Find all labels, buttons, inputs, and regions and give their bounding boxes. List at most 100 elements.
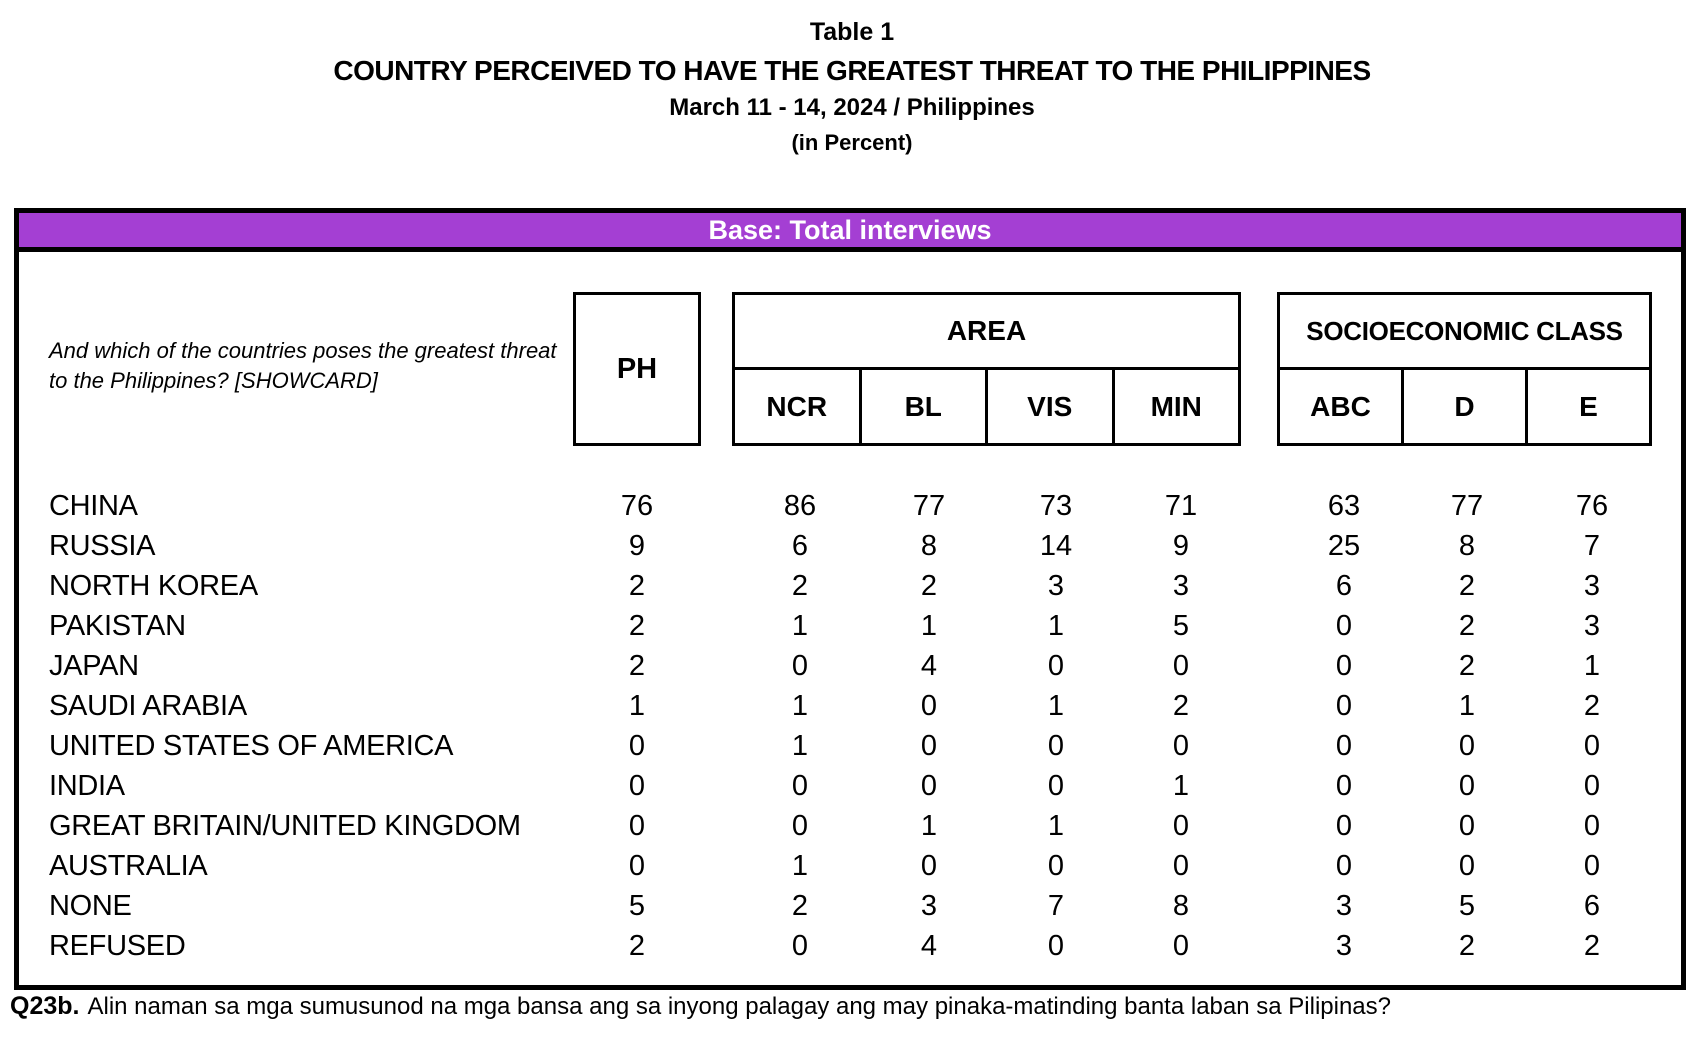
column-header-min: MIN [1111, 370, 1239, 443]
row-label: RUSSIA [49, 530, 156, 562]
row-label: AUSTRALIA [49, 850, 208, 882]
column-group-socioeconomic-class: SOCIOECONOMIC CLASS ABC D E [1277, 292, 1652, 446]
row-value: 6 [1583, 890, 1601, 922]
table-row: NORTH KOREA 2 2 2 3 3 6 2 3 [19, 566, 1681, 606]
footnote-question-number: Q23b. [10, 992, 80, 1020]
row-value: 0 [1172, 810, 1190, 842]
row-value: 0 [1335, 770, 1353, 802]
row-value: 0 [791, 930, 809, 962]
row-value: 0 [1458, 810, 1476, 842]
row-value: 3 [1335, 890, 1353, 922]
column-header-abc: ABC [1310, 390, 1371, 422]
row-value: 2 [628, 650, 646, 682]
row-value: 2 [628, 930, 646, 962]
row-value: 8 [920, 530, 938, 562]
row-value: 0 [920, 770, 938, 802]
table-row: RUSSIA 9 6 8 14 9 25 8 7 [19, 526, 1681, 566]
row-value: 1 [628, 690, 646, 722]
row-value: 0 [1335, 810, 1353, 842]
row-value: 0 [628, 850, 646, 882]
row-value: 3 [1583, 610, 1601, 642]
row-value: 73 [1039, 490, 1073, 522]
row-value: 1 [920, 610, 938, 642]
table-row: REFUSED 2 0 4 0 0 3 2 2 [19, 926, 1681, 966]
row-value: 1 [920, 810, 938, 842]
row-value: 0 [1583, 730, 1601, 762]
row-value: 3 [1047, 570, 1065, 602]
row-value: 0 [1335, 850, 1353, 882]
row-value: 0 [1583, 850, 1601, 882]
row-value: 0 [1047, 650, 1065, 682]
row-value: 1 [791, 690, 809, 722]
base-bar-label: Base: Total interviews [708, 214, 992, 245]
row-value: 0 [791, 650, 809, 682]
row-value: 3 [1172, 570, 1190, 602]
table-unit-note: (in Percent) [791, 130, 913, 155]
row-value: 0 [1047, 770, 1065, 802]
row-value: 0 [628, 730, 646, 762]
row-value: 8 [1172, 890, 1190, 922]
row-label: INDIA [49, 770, 125, 802]
row-label: CHINA [49, 490, 138, 522]
row-label: PAKISTAN [49, 610, 186, 642]
row-value: 0 [1583, 770, 1601, 802]
row-value: 8 [1458, 530, 1476, 562]
table-row: AUSTRALIA 0 1 0 0 0 0 0 0 [19, 846, 1681, 886]
row-value: 2 [1458, 610, 1476, 642]
row-value: 0 [1583, 810, 1601, 842]
column-group-area: AREA NCR BL VIS MIN [732, 292, 1241, 446]
row-value: 0 [1458, 770, 1476, 802]
row-value: 2 [1458, 570, 1476, 602]
row-value: 0 [920, 730, 938, 762]
row-value: 76 [1575, 490, 1609, 522]
row-label: NORTH KOREA [49, 570, 258, 602]
row-value: 5 [1172, 610, 1190, 642]
row-value: 3 [1335, 930, 1353, 962]
row-value: 14 [1039, 530, 1073, 562]
area-subheaders: NCR BL VIS MIN [735, 370, 1238, 443]
table-number: Table 1 [809, 18, 895, 46]
row-value: 86 [783, 490, 817, 522]
row-value: 1 [791, 610, 809, 642]
survey-table: Base: Total interviews And which of the … [14, 208, 1686, 990]
row-value: 0 [1047, 730, 1065, 762]
row-value: 0 [628, 810, 646, 842]
row-value: 2 [791, 890, 809, 922]
row-value: 1 [1172, 770, 1190, 802]
row-value: 0 [791, 810, 809, 842]
row-value: 0 [1335, 650, 1353, 682]
row-value: 0 [1335, 690, 1353, 722]
row-value: 0 [1172, 930, 1190, 962]
row-value: 0 [1047, 930, 1065, 962]
row-label: GREAT BRITAIN/UNITED KINGDOM [49, 810, 521, 842]
row-value: 7 [1047, 890, 1065, 922]
row-value: 0 [1335, 610, 1353, 642]
base-bar: Base: Total interviews [19, 213, 1681, 252]
row-value: 1 [791, 850, 809, 882]
row-value: 71 [1164, 490, 1198, 522]
question-line-2: to the Philippines? [SHOWCARD] [49, 368, 378, 393]
row-value: 1 [1047, 610, 1065, 642]
row-value: 2 [920, 570, 938, 602]
row-value: 0 [1458, 850, 1476, 882]
row-value: 0 [920, 690, 938, 722]
row-value: 2 [628, 570, 646, 602]
table-row: SAUDI ARABIA 1 1 0 1 2 0 1 2 [19, 686, 1681, 726]
row-value: 2 [1583, 930, 1601, 962]
table-title: COUNTRY PERCEIVED TO HAVE THE GREATEST T… [333, 55, 1371, 86]
row-value: 0 [791, 770, 809, 802]
row-value: 76 [620, 490, 654, 522]
row-value: 1 [1458, 690, 1476, 722]
ses-subheaders: ABC D E [1280, 370, 1649, 443]
row-value: 0 [1172, 730, 1190, 762]
column-header-ph: PH [573, 292, 701, 446]
row-value: 2 [1458, 650, 1476, 682]
row-value: 2 [791, 570, 809, 602]
row-value: 3 [1583, 570, 1601, 602]
column-header-vis: VIS [985, 370, 1112, 443]
row-label: UNITED STATES OF AMERICA [49, 730, 454, 762]
row-value: 0 [1047, 850, 1065, 882]
row-value: 0 [1458, 730, 1476, 762]
row-value: 2 [628, 610, 646, 642]
row-value: 77 [1450, 490, 1484, 522]
